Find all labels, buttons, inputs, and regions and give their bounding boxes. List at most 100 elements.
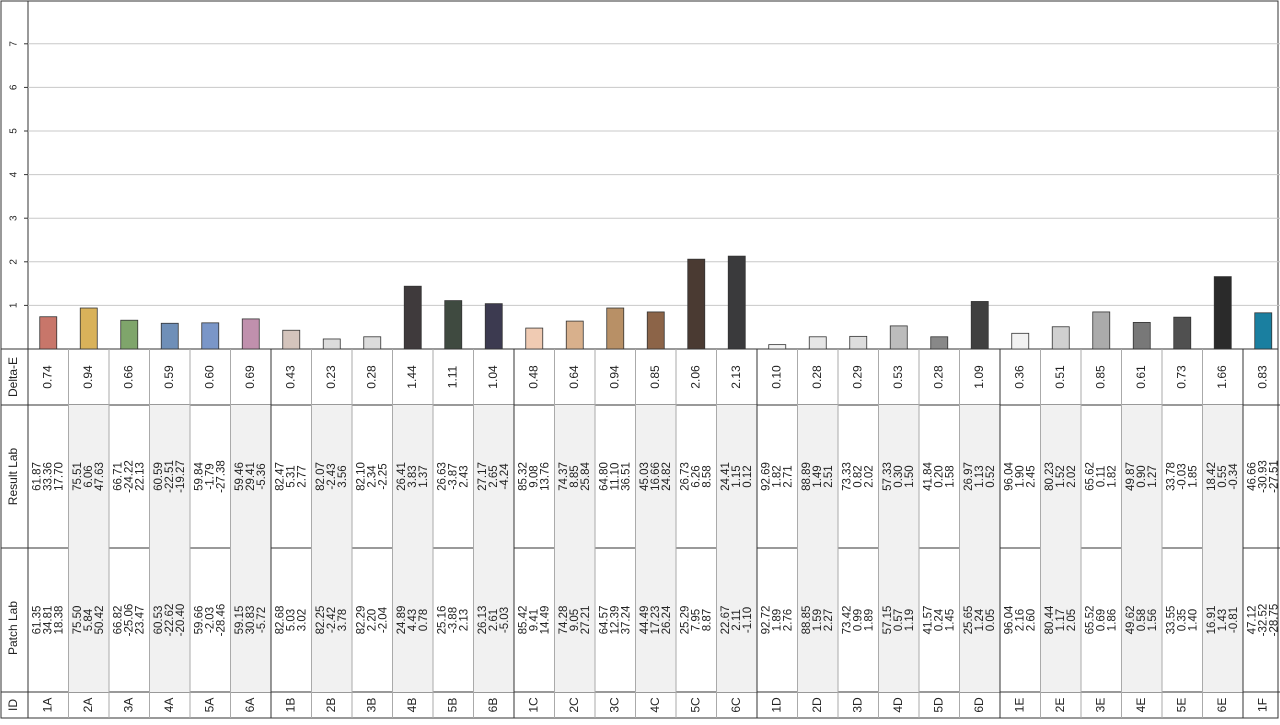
result-lab-value: -27.51: [1268, 460, 1280, 493]
y-tick-label: 5: [9, 128, 20, 134]
patch-lab-value: 30.83: [245, 606, 257, 635]
result-lab-value: 88.89: [801, 462, 813, 491]
patch-lab-value: 57.15: [882, 606, 894, 635]
patch-lab-value: 88.85: [801, 606, 813, 635]
patch-lab-value: 0.24: [933, 608, 945, 631]
patch-id-label: 6D: [972, 697, 986, 713]
delta-e-value: 1.44: [405, 365, 419, 389]
result-lab-value: 25.84: [580, 462, 592, 491]
patch-id-label: 4A: [162, 698, 176, 713]
column-shade: [149, 405, 190, 692]
patch-lab-value: 25.65: [963, 606, 975, 635]
patch-lab-value: 73.42: [841, 606, 853, 635]
result-lab-value: 1.50: [904, 465, 916, 487]
patch-lab-value: 44.49: [639, 606, 651, 635]
patch-lab-value: 0.69: [1095, 609, 1107, 631]
bar: [849, 335, 868, 350]
bar: [565, 320, 584, 350]
result-lab-value: 1.49: [812, 465, 824, 487]
patch-id-label: 4E: [1134, 698, 1148, 713]
result-lab-value: -4.24: [499, 463, 511, 490]
delta-e-value: 1.66: [1215, 365, 1229, 389]
result-lab-value: 13.76: [539, 462, 551, 491]
result-lab-value: 1.52: [1055, 465, 1067, 487]
result-lab-value: 82.47: [274, 462, 286, 491]
bar: [525, 327, 544, 350]
patch-id-label: 3C: [607, 697, 621, 713]
patch-lab-value: 1.56: [1147, 609, 1159, 631]
result-lab-value: 2.34: [366, 465, 378, 488]
result-lab-value: 60.59: [153, 462, 165, 491]
patch-lab-value: 1.86: [1106, 609, 1118, 631]
result-lab-value: -3.87: [447, 463, 459, 489]
result-lab-value: 46.66: [1246, 462, 1258, 491]
patch-lab-value: 16.91: [1206, 606, 1218, 635]
patch-lab-value: 1.24: [974, 608, 986, 631]
patch-lab-value: -28.75: [1268, 604, 1280, 637]
bar: [241, 318, 260, 350]
result-lab-value: -24.22: [123, 460, 135, 493]
y-tick-label: 3: [9, 215, 20, 221]
row-header-delta-e: Delta-E: [6, 357, 20, 397]
column-shade: [878, 405, 919, 692]
patch-lab-value: 1.19: [904, 609, 916, 631]
bar: [970, 301, 989, 350]
patch-lab-value: -3.88: [447, 607, 459, 633]
result-lab-value: 3.83: [407, 465, 419, 487]
patch-lab-value: 2.76: [782, 609, 794, 631]
patch-lab-value: 4.43: [407, 609, 419, 631]
patch-id-label: 3E: [1093, 698, 1107, 713]
result-lab-value: 0.20: [933, 465, 945, 487]
bar: [646, 311, 665, 350]
patch-lab-value: 82.25: [315, 606, 327, 635]
patch-id-label: 1A: [40, 698, 54, 713]
patch-id-label: 2A: [81, 698, 95, 713]
patch-lab-value: 5.03: [285, 609, 297, 631]
result-lab-value: 75.51: [72, 462, 84, 491]
patch-id-label: 2C: [567, 697, 581, 713]
result-lab-value: 11.10: [609, 463, 621, 491]
result-lab-value: 8.85: [569, 465, 581, 487]
result-lab-value: -5.36: [256, 463, 268, 489]
patch-id-label: 4B: [405, 698, 419, 713]
bar: [1092, 311, 1111, 350]
bar: [120, 319, 139, 350]
patch-lab-value: 0.35: [1176, 609, 1188, 631]
delta-e-value: 1.09: [972, 365, 986, 389]
delta-e-value: 0.28: [364, 365, 378, 389]
patch-lab-value: 3.02: [296, 609, 308, 631]
delta-e-value: 0.51: [1053, 365, 1067, 389]
result-lab-value: 0.82: [852, 465, 864, 487]
patch-lab-value: 2.16: [1014, 609, 1026, 631]
delta-e-value: 0.69: [243, 365, 257, 389]
column-shade: [716, 405, 757, 692]
result-lab-value: -0.03: [1176, 463, 1188, 489]
result-lab-value: 22.13: [134, 462, 146, 491]
patch-id-label: 5A: [202, 698, 216, 713]
patch-lab-value: 8.87: [701, 609, 713, 631]
result-lab-value: 61.87: [31, 462, 43, 491]
result-lab-value: 27.17: [477, 462, 489, 491]
result-lab-value: 1.82: [1106, 465, 1118, 487]
patch-lab-value: -2.04: [377, 606, 389, 633]
result-lab-value: 1.13: [974, 465, 986, 487]
result-lab-value: 92.69: [760, 462, 772, 491]
result-lab-value: 2.71: [782, 465, 794, 487]
delta-e-value: 0.73: [1174, 365, 1188, 389]
bar: [930, 336, 949, 350]
result-lab-value: 1.85: [1187, 465, 1199, 487]
column-shade: [1121, 405, 1162, 692]
result-lab-value: 1.27: [1147, 465, 1159, 487]
result-lab-value: -2.43: [326, 463, 338, 489]
patch-lab-value: 75.50: [72, 606, 84, 635]
patch-lab-value: 26.13: [477, 606, 489, 635]
result-lab-value: 73.33: [841, 462, 853, 491]
patch-lab-value: 41.57: [922, 606, 934, 635]
patch-lab-value: 65.52: [1084, 606, 1096, 635]
patch-lab-value: 59.66: [193, 606, 205, 635]
column-shade: [311, 405, 352, 692]
patch-lab-value: 66.82: [112, 606, 124, 635]
patch-lab-value: 1.45: [944, 609, 956, 631]
patch-lab-value: 1.17: [1055, 609, 1067, 631]
result-lab-value: 0.11: [1095, 466, 1107, 488]
